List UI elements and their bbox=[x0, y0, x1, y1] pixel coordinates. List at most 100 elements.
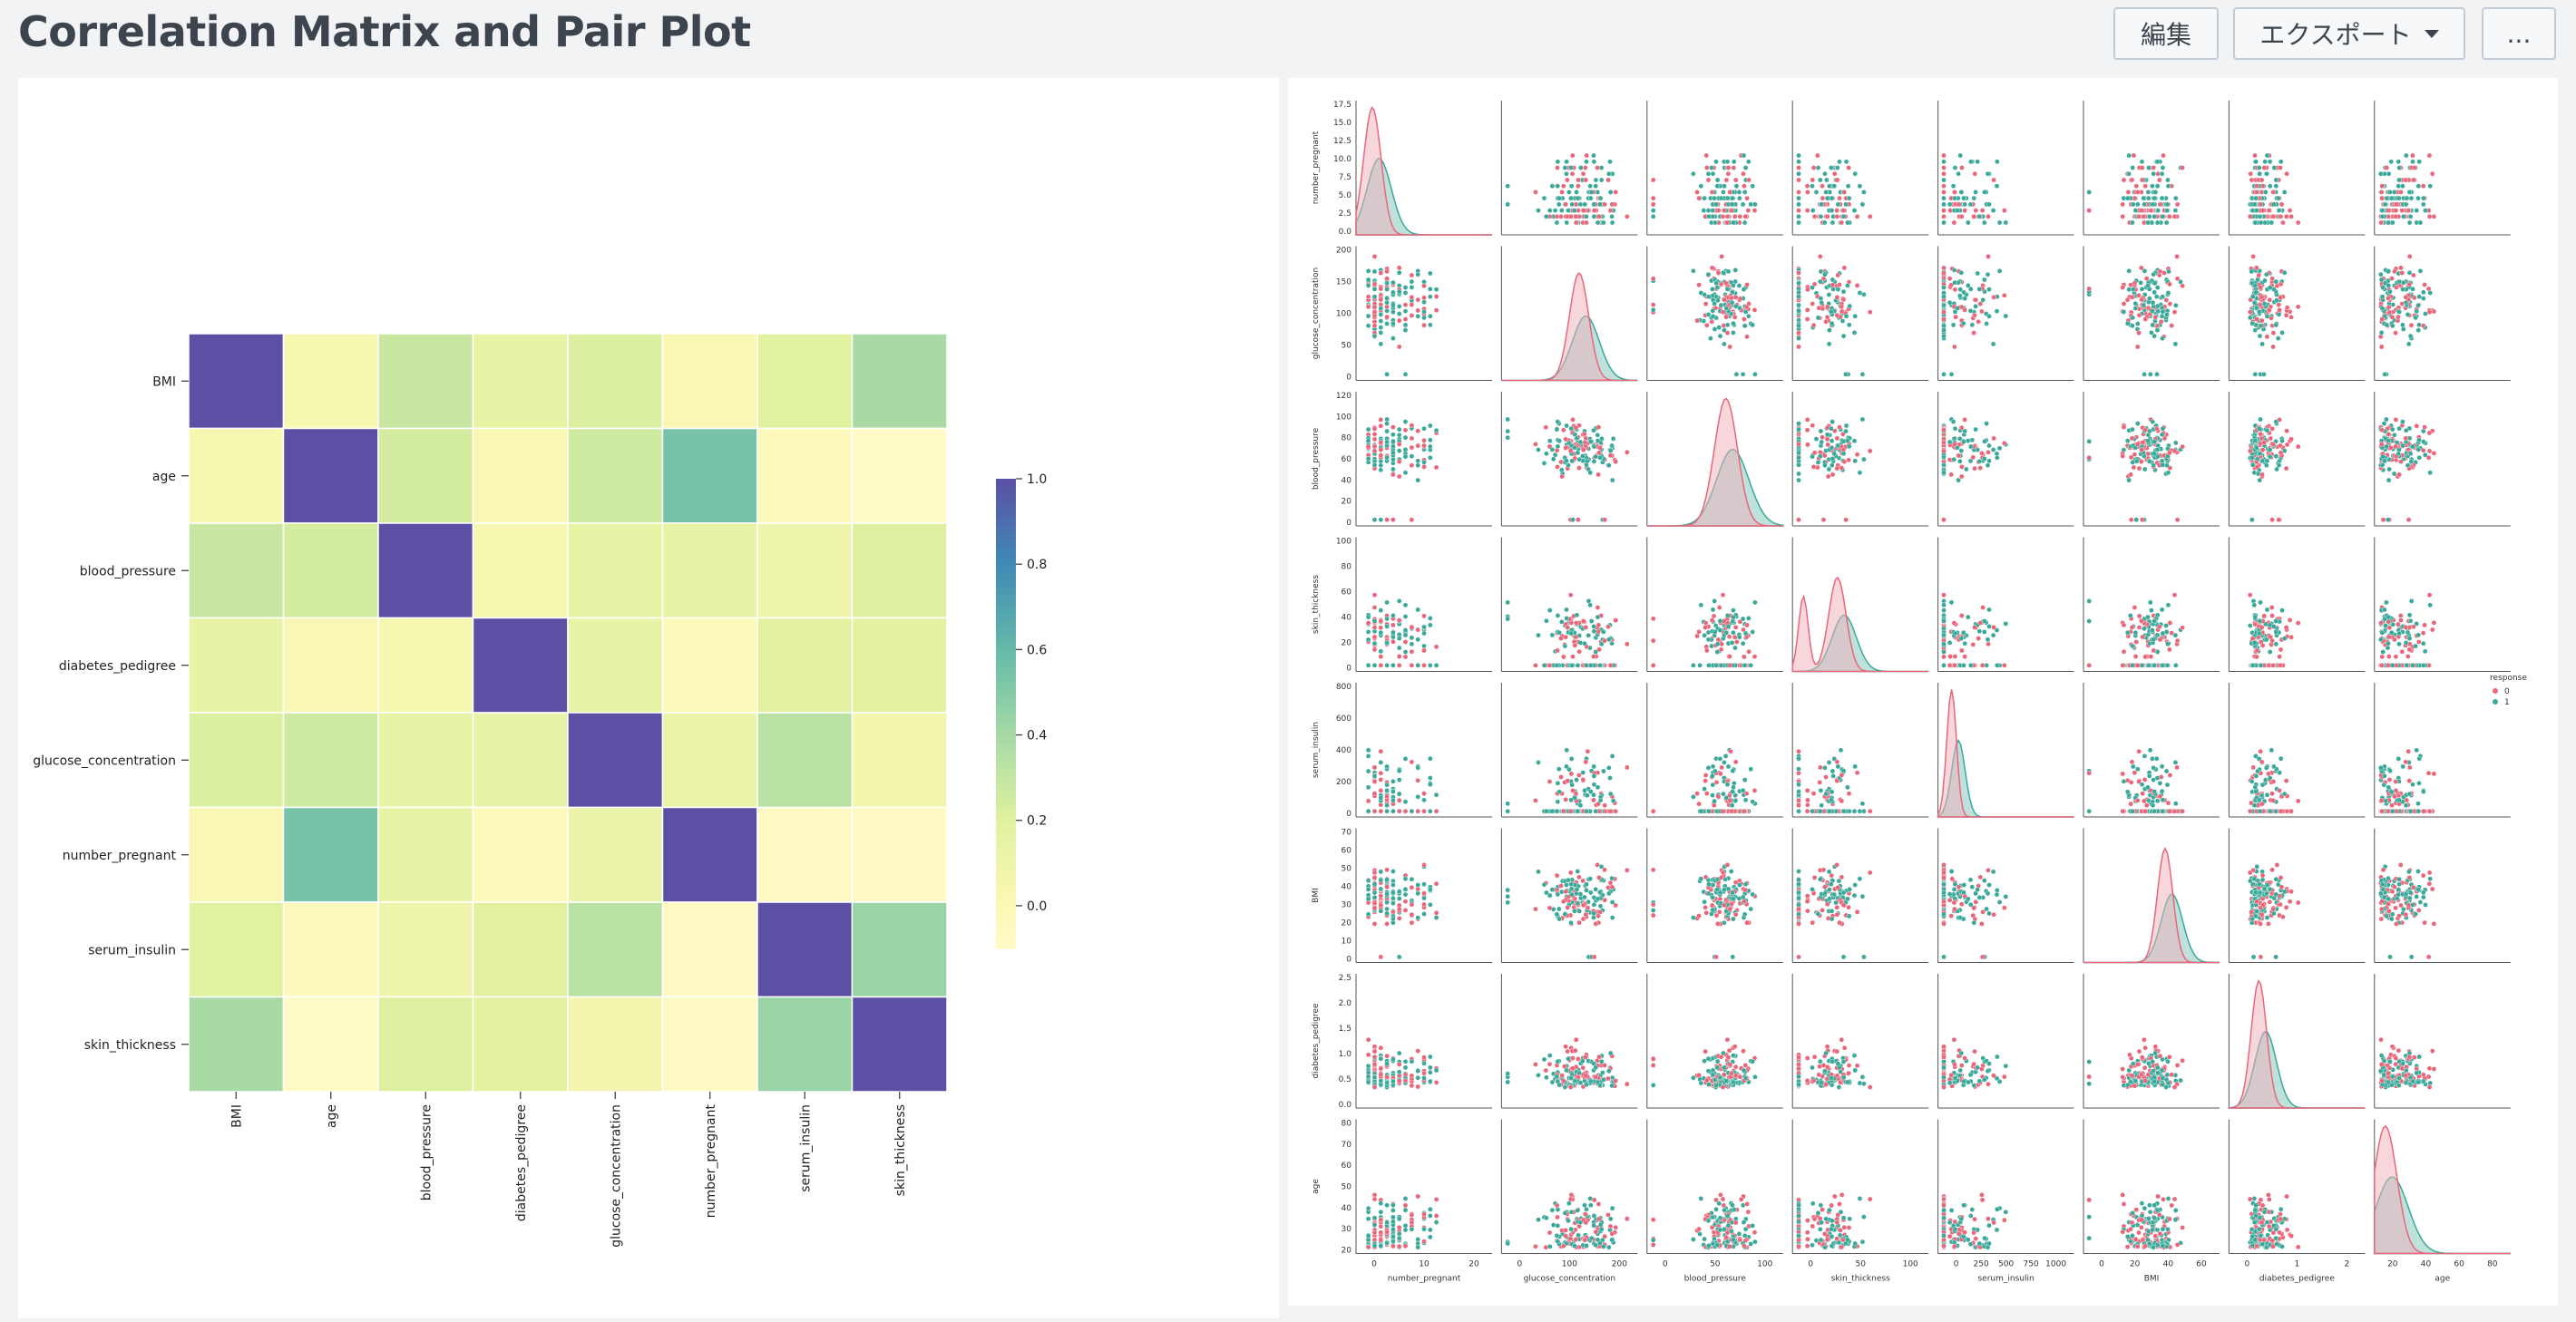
scatter-point bbox=[2140, 663, 2144, 667]
heatmap-row-label: BMI bbox=[152, 374, 176, 389]
scatter-point bbox=[1818, 454, 1822, 459]
scatter-point bbox=[1822, 463, 1827, 468]
scatter-point bbox=[1730, 300, 1734, 305]
scatter-point bbox=[1610, 478, 1615, 482]
scatter-point bbox=[1434, 809, 1439, 813]
scatter-point bbox=[1830, 463, 1834, 468]
scatter-point bbox=[2421, 196, 2425, 200]
scatter-point bbox=[1379, 453, 1383, 458]
more-button[interactable]: ... bbox=[2482, 7, 2556, 60]
scatter-point bbox=[1556, 202, 1561, 207]
scatter-point bbox=[1972, 625, 1976, 629]
edit-button[interactable]: 編集 bbox=[2113, 7, 2219, 60]
colorbar-segment bbox=[996, 604, 1016, 612]
scatter-point bbox=[1749, 202, 1753, 207]
scatter-point bbox=[1829, 426, 1833, 431]
scatter-point bbox=[1725, 160, 1730, 164]
scatter-point bbox=[2164, 623, 2169, 627]
scatter-point bbox=[1995, 160, 1999, 164]
scatter-point bbox=[1941, 286, 1946, 290]
scatter-point bbox=[1956, 478, 1961, 482]
scatter-point bbox=[1379, 326, 1383, 330]
scatter-point bbox=[2133, 306, 2138, 310]
scatter-point bbox=[1825, 315, 1830, 319]
scatter-point bbox=[1732, 315, 1737, 319]
scatter-point bbox=[2389, 196, 2394, 200]
scatter-point bbox=[2414, 644, 2418, 648]
scatter-point bbox=[1575, 436, 1579, 441]
scatter-point bbox=[1978, 620, 1983, 625]
scatter-point bbox=[1403, 454, 1408, 459]
scatter-point bbox=[2404, 178, 2408, 182]
scatter-point bbox=[1576, 466, 1581, 471]
scatter-point bbox=[2127, 478, 2132, 482]
scatter-point bbox=[2280, 330, 2285, 335]
scatter-point bbox=[1858, 184, 1862, 189]
scatter-point bbox=[1712, 769, 1717, 773]
scatter-point bbox=[1868, 214, 1872, 219]
scatter-point bbox=[1403, 290, 1408, 295]
scatter-point bbox=[2145, 439, 2150, 443]
scatter-point bbox=[1596, 629, 1601, 634]
scatter-point bbox=[2278, 165, 2282, 170]
scatter-point bbox=[2406, 209, 2411, 213]
scatter-point bbox=[2166, 290, 2171, 295]
scatter-point bbox=[1796, 308, 1800, 313]
scatter-point bbox=[1366, 785, 1371, 790]
scatter-point bbox=[1941, 655, 1946, 659]
heatmap-cell bbox=[284, 429, 379, 524]
scatter-point bbox=[2380, 214, 2385, 219]
scatter-point bbox=[2152, 214, 2157, 219]
export-button[interactable]: エクスポート bbox=[2233, 7, 2465, 60]
pair-y-tick-label: 0.0 bbox=[1339, 228, 1352, 237]
scatter-point bbox=[2130, 220, 2134, 225]
scatter-point bbox=[1796, 281, 1800, 286]
scatter-point bbox=[2418, 220, 2423, 225]
scatter-point bbox=[1847, 196, 1851, 200]
scatter-point bbox=[1372, 310, 1377, 315]
scatter-point bbox=[1860, 372, 1865, 376]
scatter-point bbox=[1570, 417, 1575, 422]
scatter-point bbox=[1614, 618, 1618, 623]
scatter-point bbox=[1816, 165, 1820, 170]
scatter-point bbox=[2151, 300, 2155, 305]
heatmap-cell bbox=[473, 997, 569, 1093]
heatmap-cell bbox=[473, 523, 569, 618]
scatter-point bbox=[1746, 160, 1751, 164]
scatter-point bbox=[1390, 336, 1395, 341]
scatter-point bbox=[1855, 452, 1859, 457]
scatter-point bbox=[1366, 621, 1371, 626]
scatter-point bbox=[2387, 467, 2392, 471]
scatter-point bbox=[1366, 439, 1371, 443]
scatter-point bbox=[1716, 209, 1721, 213]
scatter-point bbox=[1796, 160, 1800, 164]
scatter-point bbox=[1810, 184, 1814, 189]
scatter-point bbox=[2282, 637, 2287, 641]
scatter-point bbox=[2270, 638, 2275, 643]
scatter-point bbox=[1421, 809, 1426, 813]
scatter-point bbox=[1992, 625, 1996, 629]
scatter-point bbox=[2252, 603, 2257, 608]
scatter-point bbox=[2259, 178, 2264, 182]
scatter-point bbox=[2152, 452, 2157, 456]
pair-y-tick-label: 80 bbox=[1342, 563, 1352, 572]
scatter-point bbox=[1385, 277, 1390, 281]
scatter-point bbox=[2274, 629, 2278, 634]
scatter-point bbox=[1982, 277, 1986, 282]
scatter-point bbox=[1595, 433, 1600, 437]
scatter-point bbox=[1706, 171, 1711, 176]
scatter-point bbox=[1403, 420, 1408, 424]
scatter-point bbox=[2271, 214, 2276, 219]
scatter-point bbox=[1949, 372, 1954, 376]
scatter-point bbox=[1959, 165, 1964, 170]
scatter-point bbox=[1941, 642, 1946, 646]
scatter-point bbox=[2271, 345, 2276, 349]
scatter-point bbox=[1691, 794, 1695, 799]
scatter-point bbox=[1704, 792, 1709, 796]
scatter-point bbox=[2289, 315, 2294, 319]
scatter-point bbox=[1594, 184, 1598, 189]
scatter-point bbox=[1379, 440, 1383, 444]
scatter-point bbox=[2155, 633, 2160, 637]
scatter-point bbox=[2248, 316, 2252, 320]
scatter-point bbox=[2395, 622, 2400, 627]
